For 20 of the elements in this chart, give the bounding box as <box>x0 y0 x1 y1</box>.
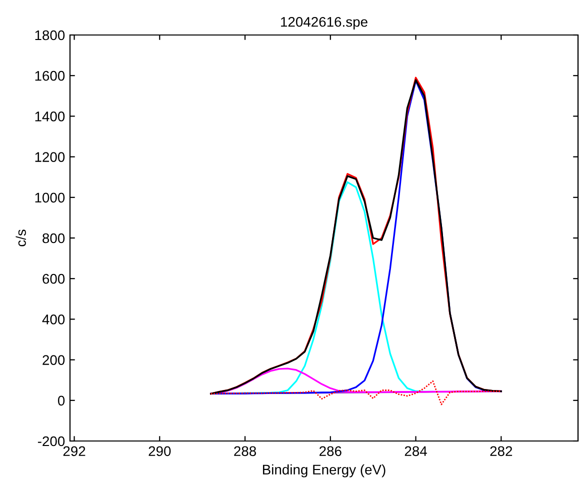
x-tick-label: 286 <box>320 446 342 456</box>
y-tick-label: 1400 <box>35 112 65 122</box>
y-tick-label: 200 <box>42 355 65 365</box>
y-tick-label: 1800 <box>35 30 65 40</box>
y-tick-label: 1200 <box>35 152 65 162</box>
y-axis-title: c/s <box>16 230 26 246</box>
x-tick-label: 292 <box>63 446 86 456</box>
x-tick-label: 282 <box>490 446 512 456</box>
x-tick-label: 290 <box>148 446 171 456</box>
x-tick-label: 288 <box>234 446 256 456</box>
y-tick-label: 400 <box>42 314 65 324</box>
x-axis-title: Binding Energy (eV) <box>262 464 386 478</box>
y-tick-label: 1600 <box>35 70 65 81</box>
y-tick-label: 0 <box>58 396 65 406</box>
x-tick-label: 284 <box>404 446 427 456</box>
y-tick-label: 1000 <box>35 192 65 203</box>
y-tick-label: 800 <box>42 233 65 244</box>
y-tick-label: -200 <box>38 436 65 446</box>
chart-title: 12042616.spe <box>281 16 368 30</box>
y-tick-label: 600 <box>42 274 65 284</box>
